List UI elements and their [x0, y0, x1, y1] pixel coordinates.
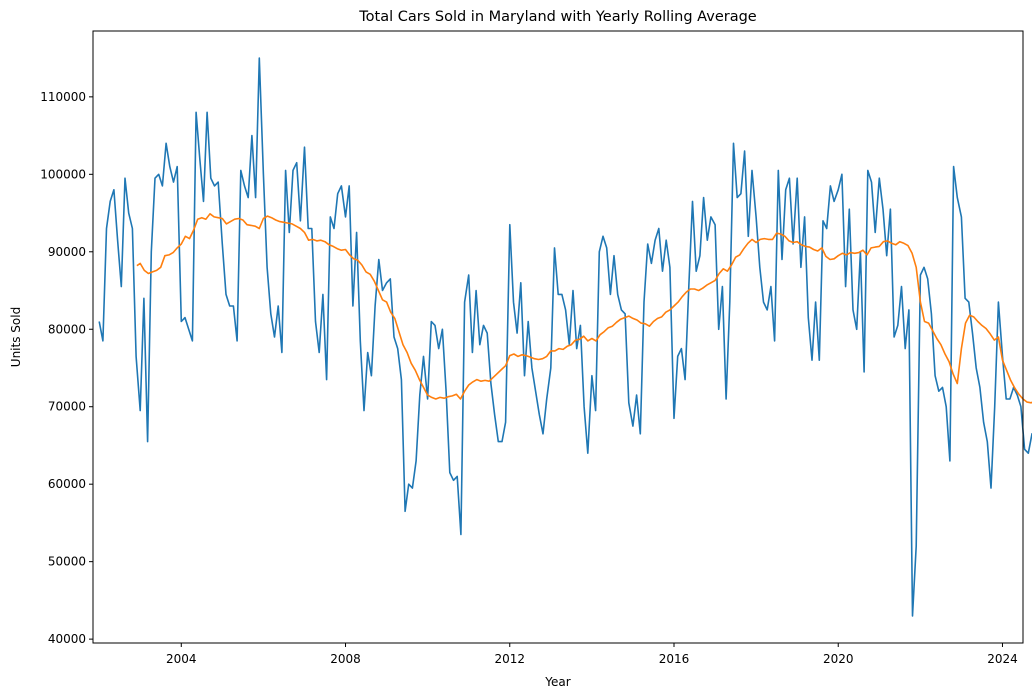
plot-frame	[92, 30, 1024, 644]
chart-title: Total Cars Sold in Maryland with Yearly …	[358, 9, 757, 25]
y-axis-label: Units Sold	[9, 307, 23, 367]
x-tick-label: 2020	[823, 652, 854, 666]
x-axis: 2004 2008 2012 2016 2020 2024	[166, 643, 1018, 666]
y-axis: 40000 50000 60000 70000 80000 90000 100000 1100…	[40, 90, 93, 646]
series-layer	[98, 57, 1032, 617]
x-tick-label: 2024	[987, 652, 1018, 666]
y-tick-label: 70000	[48, 400, 86, 414]
y-tick-label: 90000	[48, 245, 86, 259]
y-tick-label: 50000	[48, 555, 86, 569]
x-tick-label: 2012	[494, 652, 525, 666]
y-tick-label: 60000	[48, 477, 86, 491]
y-tick-label: 40000	[48, 632, 86, 646]
series-line-1	[98, 57, 1032, 617]
x-tick-label: 2016	[659, 652, 690, 666]
x-tick-label: 2004	[166, 652, 197, 666]
x-tick-label: 2008	[330, 652, 361, 666]
series-line-2	[136, 213, 1032, 404]
y-tick-label: 100000	[40, 167, 86, 181]
y-tick-label: 110000	[40, 90, 86, 104]
x-axis-label: Year	[544, 675, 570, 689]
y-tick-label: 80000	[48, 322, 86, 336]
